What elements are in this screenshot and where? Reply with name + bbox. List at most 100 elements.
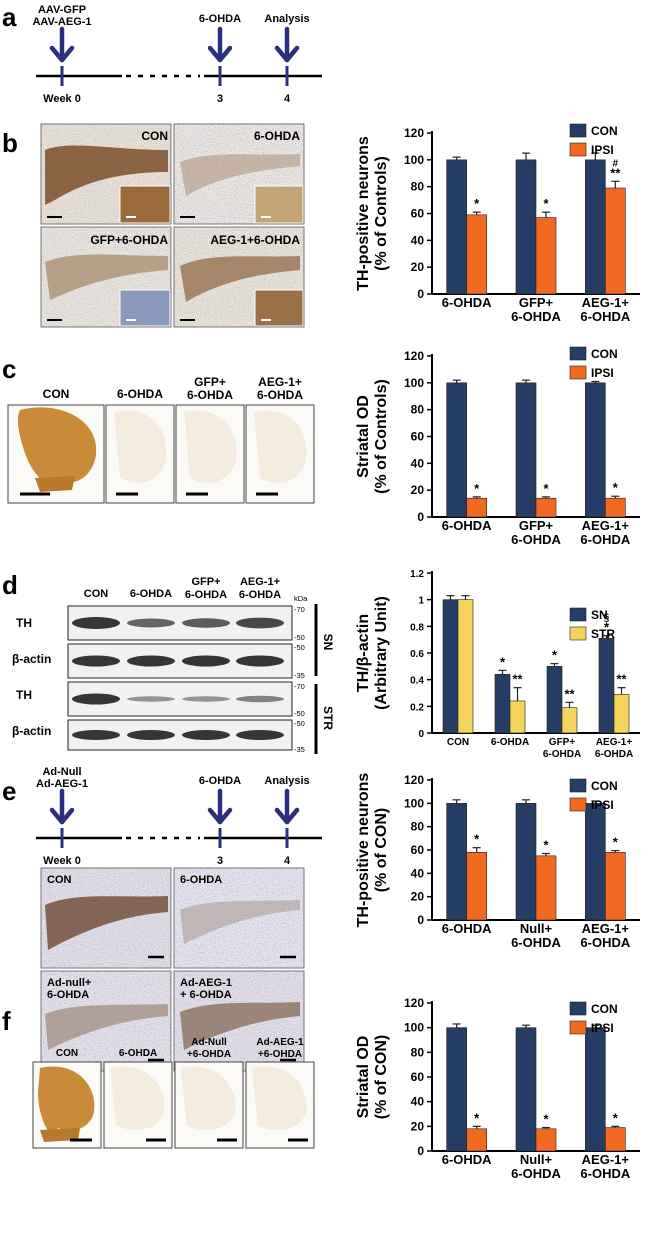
blot-band — [236, 617, 284, 629]
bar-ipsi — [466, 852, 487, 921]
chart-f: 0 20 40 60 80 100 120 Striatal OD (% of CON) * 6-O… — [355, 996, 640, 1181]
significance-mark: § — [604, 613, 610, 624]
blot-row-label: TH — [16, 688, 32, 702]
micrographs-c: CON 6-OHDA GFP+ 6-OHDA AEG-1+ 6-OHDA — [7, 375, 315, 504]
y-axis-label: (% of CON) — [373, 808, 390, 892]
legend-swatch — [569, 626, 587, 641]
micrograph-label: CON — [141, 129, 168, 143]
chart-b: 0 20 40 60 80 100 120 TH-positive neurons (% of … — [355, 123, 640, 324]
legend-swatch — [569, 1001, 587, 1016]
significance-mark: * — [613, 1110, 619, 1125]
blot-lane-label: CON — [84, 588, 109, 600]
y-tick-label: 60 — [411, 1070, 425, 1084]
micrograph-label: 6-OHDA — [257, 388, 303, 402]
x-tick-label: Null+ — [520, 1152, 553, 1167]
blot-band — [127, 730, 175, 740]
micrograph-label: 6-OHDA — [47, 989, 89, 1001]
blot-band — [236, 655, 284, 667]
x-tick-label: 6-OHDA — [595, 749, 633, 760]
bar-ipsi — [605, 1127, 626, 1152]
svg-text:4: 4 — [284, 855, 291, 867]
y-tick-label: 20 — [411, 890, 425, 904]
legend-label: CON — [591, 124, 618, 138]
bar-ipsi — [535, 855, 557, 921]
blot-band — [72, 730, 120, 740]
y-tick-label: 0.8 — [410, 622, 424, 633]
micrographs-f: CON 6-OHDA Ad-Null +6-OHDA Ad-AEG-1 +6-O… — [32, 1037, 315, 1149]
micrograph-label: Ad-AEG-1 — [180, 977, 232, 989]
bar-ipsi — [466, 214, 487, 295]
bar-con — [585, 382, 606, 518]
panel-label-d: d — [2, 570, 18, 600]
significance-mark: * — [604, 620, 610, 635]
y-axis-label: TH/β-actin — [355, 614, 372, 692]
striatum-c-aeg: AEG-1+ 6-OHDA — [245, 375, 315, 504]
x-tick-label: 6-OHDA — [511, 935, 561, 950]
bar-str — [561, 707, 578, 734]
legend-swatch — [569, 365, 587, 380]
arrow-down-icon — [207, 26, 233, 63]
significance-mark: * — [474, 1110, 480, 1125]
x-tick-label: GFP+ — [519, 295, 554, 310]
y-axis-label: (% of Controls) — [373, 156, 390, 271]
bar-con — [585, 803, 606, 921]
bar-sn — [494, 674, 511, 734]
y-tick-label: 100 — [404, 153, 424, 167]
y-axis-label: Striatal OD — [355, 395, 372, 478]
y-tick-label: 80 — [411, 1045, 425, 1059]
arrow-down-icon — [49, 788, 75, 825]
significance-mark: ** — [564, 686, 575, 701]
micrograph-e-adaeg: Ad-AEG-1 + 6-OHDA — [173, 970, 305, 1072]
blot-band — [236, 730, 284, 740]
x-tick-label: AEG-1+ — [582, 921, 630, 936]
y-axis-label: (% of CON) — [373, 1035, 390, 1119]
x-tick-label: 6-OHDA — [511, 309, 561, 324]
bar-ipsi — [466, 497, 487, 518]
x-tick-label: 6-OHDA — [442, 921, 492, 936]
x-tick-label: AEG-1+ — [582, 518, 630, 533]
striatum-f-adnull: Ad-Null +6-OHDA — [174, 1037, 244, 1149]
y-axis-label: Striatal OD — [355, 1036, 372, 1119]
y-axis-label: (Arbitrary Unit) — [373, 596, 390, 710]
chart-d: 0 0.2 0.4 0.6 0.8 1 1.2 TH/β-actin (Arbitrary Un… — [355, 569, 640, 760]
blot-band — [72, 617, 120, 629]
y-tick-label: 100 — [404, 376, 424, 390]
panel-label-e: e — [2, 776, 16, 806]
significance-mark: # — [613, 158, 619, 169]
significance-mark: * — [543, 838, 549, 853]
timeline-e-event-2: Analysis 4 — [264, 775, 309, 867]
significance-mark: * — [543, 1112, 549, 1127]
svg-text:AAV-AEG-1: AAV-AEG-1 — [32, 16, 91, 28]
y-tick-label: 80 — [411, 820, 425, 834]
legend-label: SN — [591, 608, 608, 622]
bar-sn — [442, 599, 459, 734]
x-tick-label: GFP+ — [519, 518, 554, 533]
bar-ipsi — [605, 187, 626, 295]
x-tick-label: 6-OHDA — [580, 309, 630, 324]
micrograph-label: Ad-null+ — [47, 977, 91, 989]
blot-region-label: STR — [321, 706, 335, 730]
legend-swatch — [569, 123, 587, 138]
bar-con — [585, 1027, 606, 1152]
significance-mark: * — [543, 196, 549, 211]
chart-c: 0 20 40 60 80 100 120 Striatal OD (% of Controls… — [355, 346, 640, 547]
legend-label: CON — [591, 779, 618, 793]
timeline-e: Ad-Null Ad-AEG-1 Week 0 6-OHDA 3 Analysi… — [36, 766, 322, 867]
micrograph-label: CON — [56, 1048, 78, 1059]
y-tick-label: 60 — [411, 207, 425, 221]
kda-marker: -50 — [294, 709, 305, 718]
striatum-c-gfp: GFP+ 6-OHDA — [175, 375, 245, 504]
svg-text:Ad-AEG-1: Ad-AEG-1 — [36, 778, 88, 790]
x-tick-label: Null+ — [520, 921, 553, 936]
svg-text:6-OHDA: 6-OHDA — [199, 775, 241, 787]
x-tick-label: 6-OHDA — [491, 737, 529, 748]
chart-e: 0 20 40 60 80 100 120 TH-positive neurons (% of … — [355, 773, 640, 950]
significance-mark: * — [474, 196, 480, 211]
blot-band — [127, 696, 175, 702]
y-tick-label: 0 — [417, 287, 424, 301]
kda-header: kDa — [294, 594, 308, 603]
blot-band — [72, 693, 120, 705]
bar-str — [613, 694, 630, 734]
y-tick-label: 0 — [417, 913, 424, 927]
